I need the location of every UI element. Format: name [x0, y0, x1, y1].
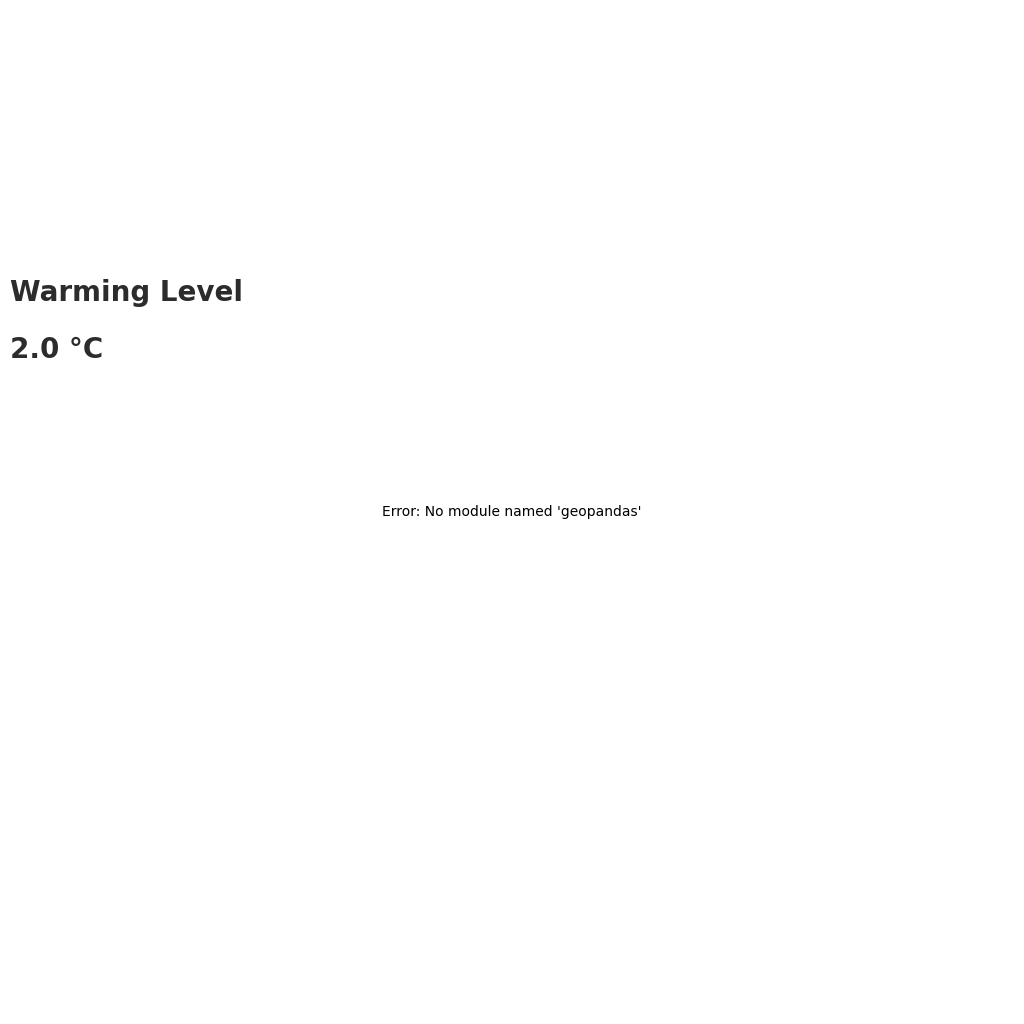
Text: Warming Level: Warming Level [10, 280, 244, 307]
Text: 2.0 °C: 2.0 °C [10, 336, 103, 364]
Text: Error: No module named 'geopandas': Error: No module named 'geopandas' [382, 505, 642, 519]
